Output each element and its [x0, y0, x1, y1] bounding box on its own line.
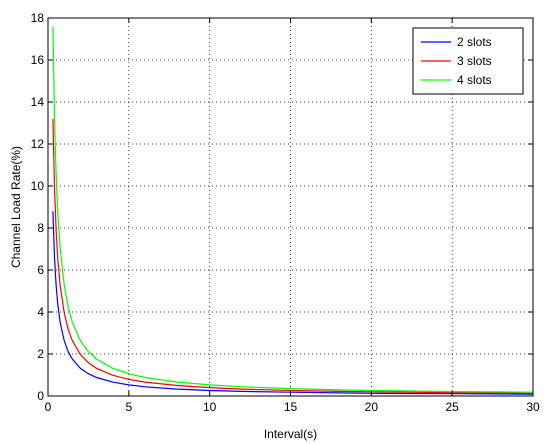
x-tick-label: 0 — [45, 400, 52, 414]
y-tick-label: 12 — [31, 137, 45, 151]
tick-labels: 0 5 10 15 20 25 30 0 2 4 6 8 10 12 14 16 18 — [31, 11, 540, 414]
ticks — [47, 17, 534, 397]
y-tick-label: 2 — [37, 347, 44, 361]
y-tick-label: 0 — [37, 389, 44, 403]
y-tick-label: 16 — [31, 53, 45, 67]
x-tick-label: 10 — [203, 400, 217, 414]
series-line — [52, 211, 534, 395]
y-tick-label: 4 — [37, 305, 44, 319]
series-line — [52, 26, 534, 393]
grid — [48, 18, 533, 396]
x-tick-label: 5 — [125, 400, 132, 414]
y-tick-label: 8 — [37, 221, 44, 235]
x-tick-label: 15 — [284, 400, 298, 414]
y-tick-label: 10 — [31, 179, 45, 193]
legend-label: 2 slots — [457, 35, 492, 49]
y-tick-label: 14 — [31, 95, 45, 109]
y-tick-label: 6 — [37, 263, 44, 277]
legend: 2 slots 3 slots 4 slots — [412, 27, 524, 95]
series-line — [52, 118, 534, 394]
y-tick-label: 18 — [31, 11, 45, 25]
x-tick-label: 30 — [526, 400, 540, 414]
x-axis-label: Interval(s) — [264, 427, 317, 441]
legend-label: 4 slots — [457, 73, 492, 87]
y-axis-label: Channel Load Rate(%) — [9, 146, 23, 268]
x-tick-label: 25 — [445, 400, 459, 414]
series-lines — [52, 26, 534, 395]
x-tick-label: 20 — [365, 400, 379, 414]
legend-label: 3 slots — [457, 54, 492, 68]
